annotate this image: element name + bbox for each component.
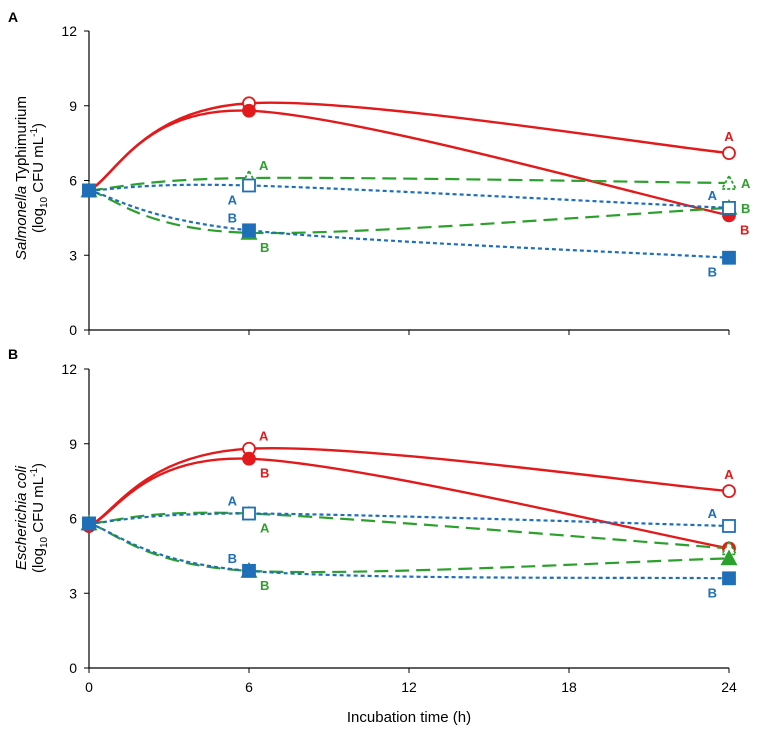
svg-text:Salmonella Typhimurium: Salmonella Typhimurium [13,96,30,260]
panel-a-sig-label-blue-filled: B [228,210,237,225]
panel-b-sig-label-blue-filled: B [708,585,717,600]
panel-a-sig-label-blue-open: A [708,188,718,203]
panel-a: A Salmonella Typhimurium (log10 CFU mL-1… [8,9,751,338]
panel-b-xtick-label: 12 [401,679,417,695]
panel-a-point-blue-filled [242,223,256,238]
panel-b-ylabel-unit-mid: CFU mL [30,477,47,537]
panel-b-series-blue-open [88,512,730,528]
panel-b-point-red-filled [242,451,256,466]
panel-a-point-red-filled [242,103,256,118]
panel-a-ytick-label: 3 [69,247,77,263]
panel-b-series-green-open [88,511,730,550]
panel-a-series-red-filled [88,109,730,217]
panel-a-point-blue-open [722,201,736,215]
panel-b-sig-label-red-filled: B [260,466,269,481]
panel-a-point-blue-filled [82,183,96,198]
panel-b-sig-label-blue-open: A [228,494,238,509]
panel-a-letter: A [8,9,18,25]
panel-b-ylabel-unit-post: ) [30,463,47,468]
panel-b-xtick-label: 0 [85,679,93,695]
panel-a-ylabel-unit-mid: CFU mL [30,137,47,197]
panel-a-sig-label-green-filled: B [741,201,750,216]
panel-a-series-blue-open [88,183,730,210]
panel-b-sig-label-blue-filled: B [228,551,237,566]
panel-a-ylabel-unit-sup: -1 [29,128,40,137]
panel-a-point-blue-open [242,178,256,193]
x-axis-label: Incubation time (h) [347,709,471,726]
panel-a-ylabel-italic: Salmonella [13,186,30,260]
panel-b-sig-label-red-open: A [724,467,734,482]
panel-b-point-blue-filled [82,516,96,531]
panel-a-ylabel-unit-sub: 10 [39,196,50,208]
panel-b-ylabel-unit-sub: 10 [39,536,50,548]
panel-b-ylabel-italic: Escherichia coli [13,465,30,570]
panel-a-series-green-filled [88,189,730,235]
panel-b-ytick-label: 12 [61,361,77,377]
panel-a-series-green-open [88,176,730,192]
panel-b-plot: 0 3 6 9 12 0 6 12 18 24 A A B A B A A B B [61,361,738,695]
panel-a-ytick-label: 0 [69,322,77,338]
svg-text:(log10 CFU mL-1): (log10 CFU mL-1) [29,123,50,233]
panel-a-ylabel-unit-pre: (log [30,208,47,233]
panel-b-ylabel-unit-pre: (log [30,548,47,573]
panel-a-point-red-open [722,146,736,160]
panel-a-sig-label-blue-filled: B [708,265,717,280]
panel-a-ylabel-unit-post: ) [30,123,47,128]
panel-b-series-green-filled [88,522,730,574]
panel-b-xtick-label: 24 [721,679,737,695]
panel-a-sig-label-green-open: A [259,158,269,173]
panel-b-point-red-open [722,484,736,498]
svg-text:Escherichia coli: Escherichia coli [13,465,30,570]
panel-a-ylabel: Salmonella Typhimurium (log10 CFU mL-1) [13,96,50,260]
panel-a-ytick-label: 6 [69,173,77,189]
panel-b: B Escherichia coli (log10 CFU mL-1) 0 3 6 9… [8,346,738,726]
panel-b-ytick-label: 6 [69,511,77,527]
panel-b-ytick-label: 9 [69,436,77,452]
panel-a-point-green-open [720,174,738,190]
panel-a-series-red-open [88,101,730,192]
panel-a-ylabel-rest: Typhimurium [13,96,30,186]
panel-b-xtick-label: 6 [245,679,253,695]
svg-text:(log10 CFU mL-1): (log10 CFU mL-1) [29,463,50,573]
panel-b-ytick-label: 3 [69,585,77,601]
panel-b-point-green-filled [720,549,738,566]
panel-a-sig-label-red-open: A [724,129,734,144]
panel-a-point-blue-filled [722,250,736,265]
panel-b-ylabel: Escherichia coli (log10 CFU mL-1) [13,463,50,573]
panel-a-ytick-label: 12 [61,23,77,39]
panel-b-sig-label-red-open: A [259,429,269,444]
panel-a-sig-label-green-open: A [741,176,751,191]
panel-b-sig-label-green-open: A [260,521,270,536]
panel-b-point-blue-open [242,506,256,521]
panel-a-sig-label-green-filled: B [260,240,269,255]
panel-b-series-red-open [88,447,730,528]
panel-a-ytick-label: 9 [69,98,77,114]
panel-b-point-blue-open [722,519,736,533]
panel-a-sig-label-blue-open: A [228,192,238,207]
panel-b-ytick-label: 0 [69,660,77,676]
panel-b-series-red-filled [88,457,730,550]
panel-b-ylabel-unit-sup: -1 [29,468,40,477]
panel-a-series-blue-filled [88,189,730,259]
panel-b-letter: B [8,346,18,362]
panel-b-point-blue-filled [722,571,736,586]
panel-b-sig-label-blue-open: A [708,506,718,521]
panel-b-sig-label-green-filled: B [260,578,269,593]
panel-a-sig-label-red-filled: B [740,222,749,237]
panel-b-point-blue-filled [242,563,256,578]
panel-b-xtick-label: 18 [561,679,577,695]
